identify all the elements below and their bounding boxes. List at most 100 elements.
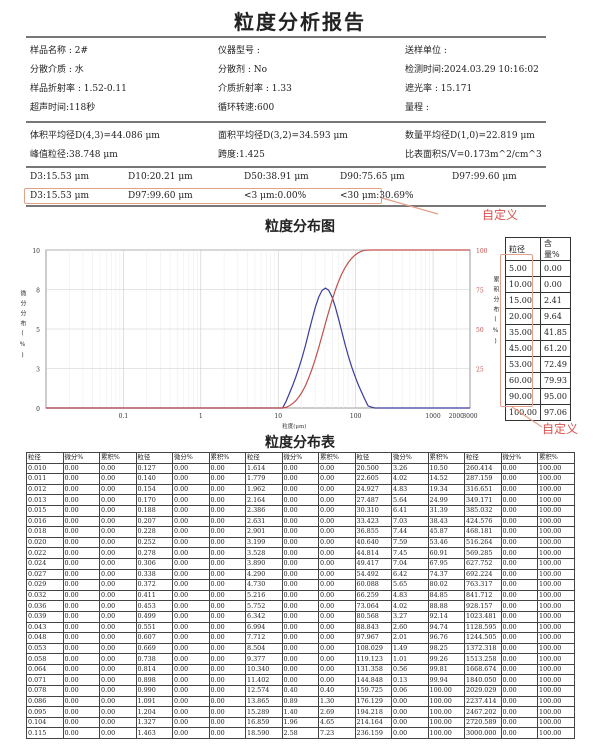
table-cell: 41.85 — [540, 324, 571, 341]
table-cell: 0.00 — [281, 653, 319, 665]
table-cell: 0.00 — [281, 504, 319, 517]
table-cell: 0.00 — [208, 557, 246, 570]
table-cell: 0.00 — [99, 621, 137, 634]
side-table-wrap: 粒径 含量% 5.00 0.00 10.00 0.00 15.00 2.41 20.00 9.64… — [505, 237, 571, 421]
table-cell: 2.01 — [391, 632, 429, 644]
table-cell: 0.607 — [135, 632, 173, 644]
table-cell: 0.00 — [281, 600, 319, 612]
table-cell: 0.053 — [26, 642, 64, 655]
column-header: 累积% — [99, 452, 137, 464]
table-cell: 0.00 — [172, 536, 210, 549]
table-cell: 0.00 — [500, 473, 538, 485]
table-cell: 1128.595 — [464, 621, 502, 634]
table-cell: 0.00 — [172, 568, 210, 581]
distribution-table: 粒径 微分% 累积% 粒径 微分% 累积% 粒径 微分% 累积% 粒径 微分% 累积% 粒径 微分% 累积%… — [26, 452, 575, 740]
table-cell: 144.848 — [354, 674, 392, 687]
table-cell: 0.00 — [99, 515, 137, 528]
table-cell: 0.00 — [99, 600, 137, 612]
info-field: 检测时间:2024.03.29 10:16:02 — [405, 65, 539, 75]
table-cell: 0.00 — [172, 462, 210, 475]
custom-value: D3:15.53 μm — [30, 191, 89, 201]
table-cell: 0.036 — [26, 600, 64, 612]
table-cell: 0.027 — [26, 568, 64, 581]
table-cell: 30.310 — [354, 504, 392, 517]
info-field: 超声时间:118秒 — [30, 103, 96, 113]
table-cell: 20.500 — [354, 462, 392, 475]
table-cell: 0.00 — [172, 473, 210, 485]
table-cell: 0.00 — [318, 632, 356, 644]
table-cell: 0.00 — [172, 727, 210, 740]
table-row: 0.015 0.00 0.00 0.188 0.00 0.00 2.386 0.00 0.00 3… — [26, 504, 575, 517]
table-cell: 0.00 — [391, 716, 429, 729]
table-cell: 22.605 — [354, 473, 392, 485]
table-cell: 2.69 — [318, 706, 356, 718]
table-cell: 0.40 — [318, 685, 356, 697]
column-header: 粒径 — [26, 452, 64, 464]
table-cell: 0.00 — [99, 589, 137, 602]
table-cell: 0.00 — [172, 547, 210, 559]
table-cell: 100.00 — [537, 579, 575, 591]
info-field: 仪器型号 : — [218, 46, 260, 56]
table-cell: 96.76 — [427, 632, 465, 644]
table-cell: 0.00 — [62, 706, 100, 718]
annotation-leader-line — [511, 406, 543, 428]
info-field: 送样单位 : — [405, 46, 447, 56]
table-cell: 2.631 — [245, 515, 283, 528]
table-row: 0.086 0.00 0.00 1.091 0.00 0.00 13.865 0.89 1.30… — [26, 695, 575, 708]
table-cell: 1840.050 — [464, 674, 502, 687]
table-cell: 100.00 — [537, 462, 575, 475]
table-cell: 0.00 — [62, 653, 100, 665]
table-cell: 0.00 — [318, 653, 356, 665]
table-cell: 0.00 — [172, 526, 210, 538]
table-cell: 0.00 — [500, 632, 538, 644]
table-cell: 0.00 — [99, 653, 137, 665]
table-cell: 0.00 — [500, 515, 538, 528]
table-cell: 1.01 — [391, 653, 429, 665]
table-cell: 99.81 — [427, 663, 465, 676]
table-cell: 0.00 — [99, 695, 137, 708]
table-cell: 0.00 — [540, 276, 571, 293]
y-tick-left: 5 — [36, 327, 40, 334]
table-cell: 1.96 — [281, 716, 319, 729]
table-cell: 5.216 — [245, 589, 283, 602]
table-cell: 0.00 — [62, 589, 100, 602]
table-cell: 0.278 — [135, 547, 173, 559]
table-cell: 0.453 — [135, 600, 173, 612]
d-value: D10:20.21 μm — [128, 172, 193, 182]
table-cell: 3.528 — [245, 547, 283, 559]
column-header: 微分% — [391, 452, 429, 464]
d-value: D90:75.65 μm — [340, 172, 405, 182]
table-cell: 100.00 — [537, 727, 575, 740]
table-cell: 99.94 — [427, 674, 465, 687]
table-cell: 0.00 — [500, 536, 538, 549]
table-cell: 0.228 — [135, 526, 173, 538]
cumulative-curve — [46, 249, 470, 409]
table-cell: 692.224 — [464, 568, 502, 581]
table-cell: 0.00 — [281, 621, 319, 634]
table-cell: 1.49 — [391, 642, 429, 655]
table-cell: 0.00 — [281, 589, 319, 602]
table-cell: 0.00 — [62, 579, 100, 591]
info-field: 数量平均径D(1,0)=22.819 μm — [405, 131, 535, 141]
table-cell: 0.00 — [281, 579, 319, 591]
table-cell: 0.188 — [135, 504, 173, 517]
table-cell: 0.00 — [62, 727, 100, 740]
table-cell: 0.00 — [208, 579, 246, 591]
table-cell: 0.00 — [281, 663, 319, 676]
table-cell: 0.00 — [172, 494, 210, 506]
table-cell: 0.00 — [500, 579, 538, 591]
table-cell: 6.41 — [391, 504, 429, 517]
table-cell: 0.00 — [318, 473, 356, 485]
x-axis-label: 粒度(μm) — [282, 422, 306, 430]
table-row: 0.064 0.00 0.00 0.814 0.00 0.00 10.340 0.00 0.00… — [26, 663, 575, 676]
table-cell: 0.00 — [281, 632, 319, 644]
table-cell: 0.140 — [135, 473, 173, 485]
table-cell: 1244.505 — [464, 632, 502, 644]
table-cell: 0.00 — [500, 483, 538, 496]
table-cell: 49.417 — [354, 557, 392, 570]
table-cell: 0.00 — [281, 547, 319, 559]
table-cell: 316.651 — [464, 483, 502, 496]
info-field: 量程 : — [405, 103, 429, 113]
table-cell: 100.00 — [537, 663, 575, 676]
